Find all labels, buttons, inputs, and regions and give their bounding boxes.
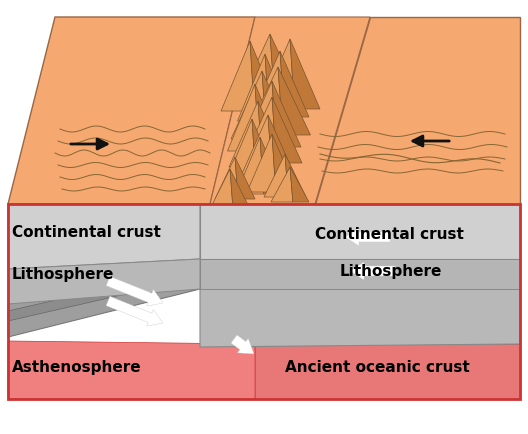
Polygon shape — [212, 170, 233, 204]
Polygon shape — [243, 82, 276, 148]
Polygon shape — [221, 42, 254, 112]
Bar — [8, 204, 520, 399]
Polygon shape — [271, 168, 293, 203]
Polygon shape — [278, 68, 310, 136]
Polygon shape — [264, 155, 288, 197]
Polygon shape — [242, 98, 277, 164]
Text: Asthenosphere: Asthenosphere — [12, 360, 142, 375]
Polygon shape — [255, 85, 282, 151]
Text: Lithosphere: Lithosphere — [340, 264, 442, 279]
Text: Continental crust: Continental crust — [315, 227, 464, 242]
Polygon shape — [260, 40, 295, 110]
Text: Ancient oceanic crust: Ancient oceanic crust — [285, 360, 470, 375]
Polygon shape — [236, 138, 263, 194]
Polygon shape — [230, 170, 248, 204]
Polygon shape — [272, 98, 302, 164]
Polygon shape — [315, 18, 520, 204]
Polygon shape — [8, 204, 200, 270]
Polygon shape — [272, 135, 297, 193]
Polygon shape — [258, 102, 287, 168]
Polygon shape — [106, 297, 163, 326]
Polygon shape — [252, 120, 278, 181]
Polygon shape — [350, 263, 395, 280]
Polygon shape — [238, 55, 269, 122]
Polygon shape — [251, 52, 285, 118]
Polygon shape — [8, 260, 200, 304]
Polygon shape — [8, 18, 255, 204]
Polygon shape — [8, 341, 255, 399]
Polygon shape — [200, 284, 520, 347]
Polygon shape — [246, 68, 283, 136]
Polygon shape — [255, 344, 520, 399]
Polygon shape — [238, 35, 275, 105]
Polygon shape — [8, 260, 200, 337]
Polygon shape — [270, 35, 303, 105]
Text: Continental crust: Continental crust — [12, 225, 161, 240]
Polygon shape — [200, 204, 520, 260]
Polygon shape — [200, 260, 520, 289]
Polygon shape — [247, 135, 276, 193]
Polygon shape — [285, 155, 306, 197]
Polygon shape — [250, 42, 279, 112]
Polygon shape — [215, 158, 238, 200]
Polygon shape — [290, 40, 320, 110]
Polygon shape — [231, 72, 267, 140]
Polygon shape — [106, 277, 163, 306]
Polygon shape — [228, 85, 259, 151]
Polygon shape — [240, 116, 272, 178]
Polygon shape — [226, 120, 256, 181]
Polygon shape — [268, 116, 296, 178]
Polygon shape — [290, 168, 309, 203]
Polygon shape — [235, 158, 255, 200]
Polygon shape — [210, 18, 370, 204]
Polygon shape — [231, 335, 254, 354]
Polygon shape — [229, 102, 262, 168]
Polygon shape — [262, 72, 293, 140]
Polygon shape — [260, 138, 284, 194]
Polygon shape — [280, 52, 309, 118]
Polygon shape — [345, 228, 390, 247]
Polygon shape — [265, 55, 293, 122]
Polygon shape — [272, 82, 301, 148]
Polygon shape — [8, 267, 200, 321]
Text: Lithosphere: Lithosphere — [12, 267, 115, 282]
